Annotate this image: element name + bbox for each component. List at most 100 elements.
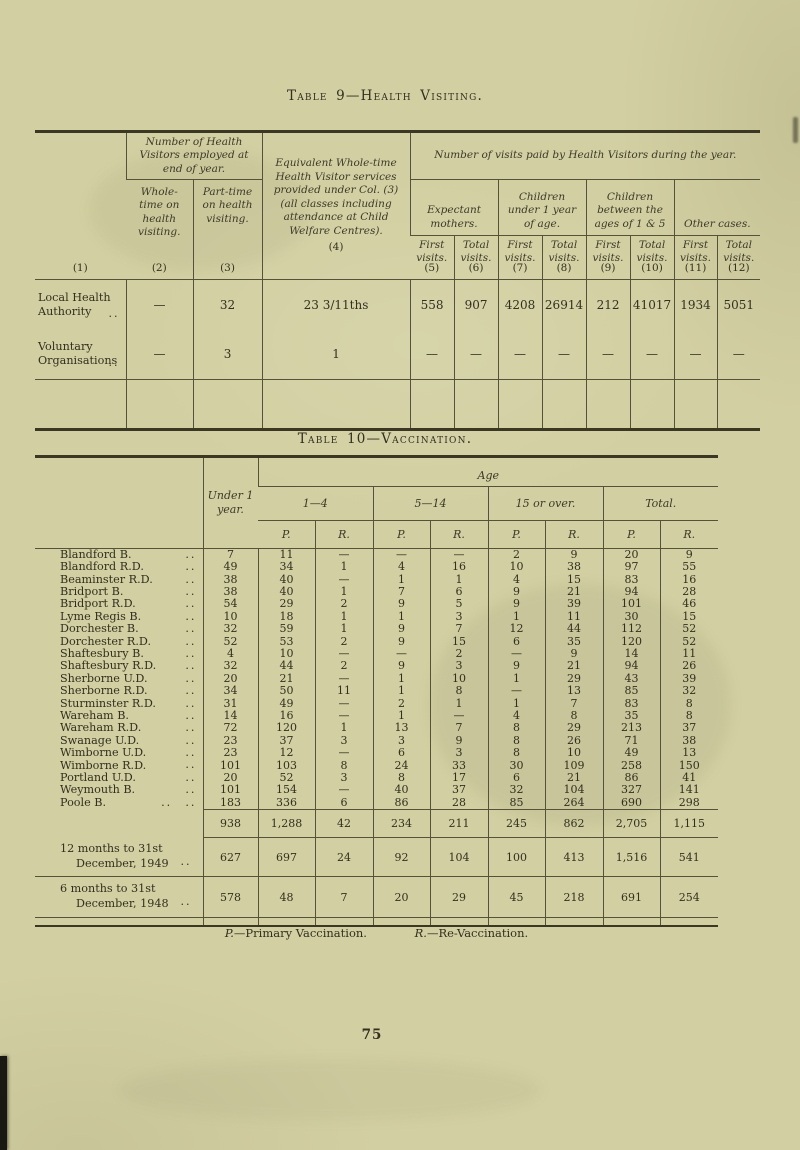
- data-cell: 38: [202, 585, 258, 599]
- data-cell: 72: [202, 722, 258, 735]
- data-cell: 8: [659, 697, 718, 710]
- subcol-header: First visits. (9): [585, 235, 631, 280]
- leader-dots: ..: [185, 659, 197, 673]
- data-cell: 13: [544, 684, 603, 698]
- data-cell: 38: [659, 734, 718, 748]
- data-cell: 16: [659, 573, 718, 586]
- health-visiting-table: (1) Number of Health Visitors employed a…: [35, 130, 761, 431]
- data-cell: 94: [602, 585, 660, 599]
- data-cell: —: [314, 709, 373, 723]
- column-number: (10): [641, 261, 663, 274]
- row-label-text: Wimborne R.D.: [60, 758, 147, 772]
- data-cell: 558: [409, 279, 455, 330]
- data-cell: 104: [544, 784, 603, 797]
- table10-body: Blandford B... 7 11— — —2 9 20 9 Blandford R.D..…: [35, 548, 718, 926]
- data-cell: —: [541, 329, 587, 380]
- data-cell: 10: [487, 560, 545, 574]
- data-cell: 2: [429, 647, 488, 661]
- scan-showthrough: [120, 1060, 540, 1120]
- data-cell: 13: [372, 722, 430, 735]
- spacer-cell: [453, 379, 499, 430]
- row-label-text: Shaftesbury B.: [60, 647, 144, 661]
- table-row: Wimborne R.D... 101 103 8 24 33 30 109 258 150: [35, 758, 718, 772]
- row-label: Swanage U.D...: [35, 734, 203, 747]
- row-label-text: Wimborne U.D.: [60, 746, 147, 760]
- data-cell: 109: [544, 759, 603, 772]
- row-label: Beaminster R.D...: [35, 572, 203, 586]
- data-cell: 7: [544, 697, 603, 710]
- row-label: Weymouth B...: [35, 784, 203, 796]
- data-cell: 5: [429, 598, 488, 611]
- table-row: Shaftesbury R.D... 32 44 2 9 3 9 21 94 26: [35, 659, 718, 673]
- footnote-primary: P.—Primary Vaccination.: [225, 926, 367, 940]
- data-cell: 11: [544, 610, 603, 624]
- data-cell: 154: [257, 784, 315, 797]
- data-cell: 52: [202, 635, 258, 648]
- row-label: 12 months to 31st December, 1949..: [35, 837, 203, 878]
- column-number: (4): [328, 241, 344, 254]
- data-cell: —: [429, 548, 488, 562]
- data-cell: 40: [372, 784, 430, 797]
- row-label-text: Beaminster R.D.: [60, 572, 153, 586]
- row-label-text: Sturminster R.D.: [60, 696, 156, 710]
- row-label-text: Sherborne U.D.: [60, 671, 148, 685]
- row-label-text: Sherborne R.D.: [60, 684, 148, 698]
- subcol-header: Total visits. (6): [453, 235, 499, 280]
- leader-dots: ..: [185, 584, 197, 598]
- data-cell: —: [585, 329, 631, 380]
- data-cell: 9: [487, 598, 545, 611]
- data-cell: —: [453, 329, 499, 380]
- data-cell: 2: [314, 635, 373, 648]
- data-cell: 1: [429, 697, 488, 710]
- district-column-header: [35, 456, 203, 549]
- data-cell: 4: [202, 647, 258, 661]
- row-label: Blandford B...: [35, 548, 203, 562]
- data-cell: 907: [453, 279, 499, 330]
- data-cell: —: [314, 647, 373, 661]
- data-cell: 9: [487, 585, 545, 599]
- data-cell: 12: [257, 746, 315, 760]
- data-cell: —: [314, 746, 373, 760]
- data-cell: 8: [372, 771, 430, 785]
- data-cell: 9: [487, 660, 545, 673]
- data-cell: 862: [544, 808, 603, 838]
- table-row: Bridport R.D... 54 29 2 9 5 9 39 101 46: [35, 598, 718, 611]
- row-label-text: Voluntary Organisations: [38, 340, 118, 368]
- table10-title: Table 10—Vaccination.: [297, 431, 473, 447]
- data-cell: —: [409, 329, 455, 380]
- subcol-header: First visits. (11): [673, 235, 718, 280]
- data-cell: 9: [544, 548, 603, 562]
- subcol-header: Total visits. (10): [629, 235, 675, 280]
- data-cell: 40: [257, 573, 315, 586]
- data-cell: 12: [487, 622, 545, 636]
- data-cell: 1,288: [257, 808, 315, 838]
- data-cell: 16: [257, 709, 315, 723]
- data-cell: 15: [544, 573, 603, 586]
- table-footnote: P.—Primary Vaccination. R.—Re-Vaccinatio…: [35, 926, 718, 940]
- spacer-cell: [487, 917, 545, 926]
- group-children-1-to-5: Children between the ages of 1 & 5: [585, 179, 675, 236]
- data-cell: 11: [659, 647, 718, 661]
- table-row: Wareham R.D... 72 120 1 13 7 8 29 213 37: [35, 721, 718, 735]
- data-cell: 1: [372, 672, 430, 686]
- data-cell: —: [487, 684, 545, 698]
- data-cell: 141: [659, 784, 718, 797]
- row-label-text: Bridport B.: [60, 585, 124, 599]
- data-cell: —: [314, 573, 373, 586]
- spacer-row: [35, 917, 718, 926]
- age-group-5-14: 5—14: [372, 486, 488, 521]
- table-row: Portland U.D... 20 52 3 8 17 6 21 86 41: [35, 771, 718, 785]
- spacer-cell: [372, 917, 430, 926]
- data-cell: 101: [202, 784, 258, 797]
- data-cell: 336: [257, 796, 315, 810]
- leader-dots: ..: [185, 622, 197, 636]
- data-cell: 32: [202, 622, 258, 636]
- data-cell: 23: [202, 734, 258, 748]
- data-cell: 21: [544, 660, 603, 673]
- row-label-text: Wareham R.D.: [60, 721, 142, 735]
- subcol-label: First visits.: [416, 239, 448, 265]
- data-cell: 17: [429, 771, 488, 785]
- table-row: Dorchester B... 32 59 1 9 7 12 44 112 52: [35, 622, 718, 636]
- row-label: [35, 809, 203, 837]
- data-cell: 20: [602, 548, 660, 562]
